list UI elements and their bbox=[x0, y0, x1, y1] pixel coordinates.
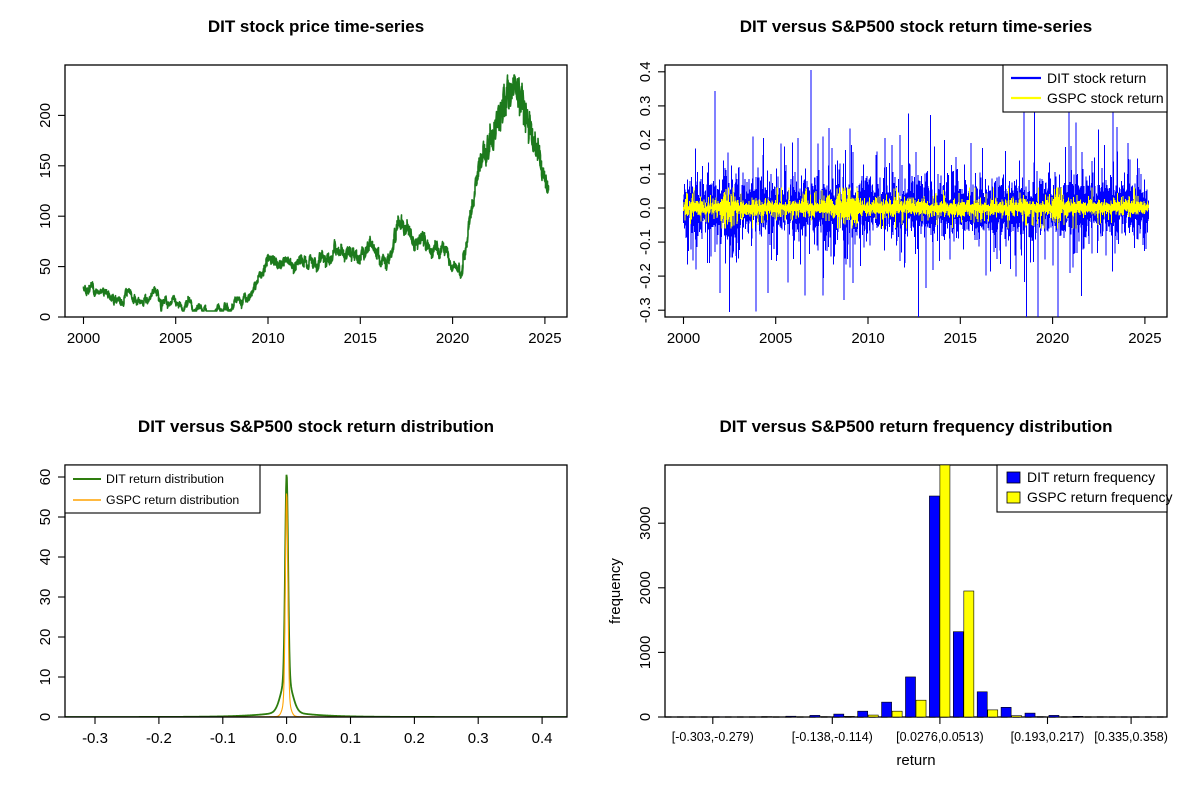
svg-text:2010: 2010 bbox=[251, 330, 284, 347]
svg-text:2000: 2000 bbox=[637, 571, 654, 604]
svg-text:30: 30 bbox=[37, 589, 54, 606]
svg-text:0.1: 0.1 bbox=[637, 164, 654, 185]
svg-text:[0.193,0.217): [0.193,0.217) bbox=[1011, 730, 1085, 744]
svg-text:3000: 3000 bbox=[637, 507, 654, 540]
svg-text:2025: 2025 bbox=[1128, 330, 1161, 347]
svg-text:0.2: 0.2 bbox=[404, 730, 425, 747]
svg-text:50: 50 bbox=[37, 258, 54, 275]
svg-text:40: 40 bbox=[37, 549, 54, 566]
svg-text:-0.3: -0.3 bbox=[82, 730, 108, 747]
svg-text:DIT return frequency: DIT return frequency bbox=[1027, 469, 1155, 485]
svg-text:0: 0 bbox=[37, 713, 54, 721]
svg-text:0.3: 0.3 bbox=[637, 95, 654, 116]
svg-text:[-0.303,-0.279): [-0.303,-0.279) bbox=[672, 730, 754, 744]
svg-text:2000: 2000 bbox=[67, 330, 100, 347]
svg-text:GSPC return distribution: GSPC return distribution bbox=[106, 493, 239, 507]
svg-text:0.2: 0.2 bbox=[637, 129, 654, 150]
svg-text:0.0: 0.0 bbox=[276, 730, 297, 747]
svg-text:return: return bbox=[896, 752, 935, 769]
svg-text:20: 20 bbox=[37, 629, 54, 646]
svg-text:[-0.138,-0.114): [-0.138,-0.114) bbox=[792, 730, 873, 744]
svg-text:100: 100 bbox=[37, 204, 54, 229]
svg-text:2025: 2025 bbox=[528, 330, 561, 347]
svg-text:[0.0276,0.0513): [0.0276,0.0513) bbox=[896, 730, 984, 744]
svg-text:[0.335,0.358): [0.335,0.358) bbox=[1094, 730, 1168, 744]
svg-text:200: 200 bbox=[37, 103, 54, 128]
svg-text:2015: 2015 bbox=[344, 330, 377, 347]
svg-text:-0.2: -0.2 bbox=[146, 730, 172, 747]
svg-text:1000: 1000 bbox=[637, 636, 654, 669]
svg-text:2005: 2005 bbox=[759, 330, 792, 347]
svg-text:0.0: 0.0 bbox=[637, 198, 654, 219]
svg-text:0.3: 0.3 bbox=[468, 730, 489, 747]
svg-text:-0.1: -0.1 bbox=[637, 229, 654, 255]
svg-text:-0.3: -0.3 bbox=[637, 297, 654, 323]
svg-text:DIT versus S&P500 stock return: DIT versus S&P500 stock return distribut… bbox=[138, 417, 494, 436]
svg-text:2005: 2005 bbox=[159, 330, 192, 347]
svg-text:-0.2: -0.2 bbox=[637, 263, 654, 289]
svg-text:DIT return distribution: DIT return distribution bbox=[106, 472, 224, 486]
svg-text:2020: 2020 bbox=[1036, 330, 1069, 347]
svg-text:DIT stock return: DIT stock return bbox=[1047, 70, 1146, 86]
svg-text:GSPC return frequency: GSPC return frequency bbox=[1027, 489, 1173, 505]
svg-text:2020: 2020 bbox=[436, 330, 469, 347]
svg-text:0: 0 bbox=[37, 313, 54, 321]
svg-text:0: 0 bbox=[637, 713, 654, 721]
svg-text:frequency: frequency bbox=[607, 558, 624, 624]
svg-text:0.1: 0.1 bbox=[340, 730, 361, 747]
svg-text:0.4: 0.4 bbox=[637, 61, 654, 82]
svg-text:-0.1: -0.1 bbox=[210, 730, 236, 747]
svg-text:150: 150 bbox=[37, 153, 54, 178]
svg-text:2015: 2015 bbox=[944, 330, 977, 347]
svg-text:DIT versus S&P500 return frequ: DIT versus S&P500 return frequency distr… bbox=[720, 417, 1113, 436]
svg-text:60: 60 bbox=[37, 469, 54, 486]
svg-text:2000: 2000 bbox=[667, 330, 700, 347]
svg-text:10: 10 bbox=[37, 669, 54, 686]
svg-text:DIT versus S&P500 stock return: DIT versus S&P500 stock return time-seri… bbox=[740, 17, 1092, 36]
svg-text:DIT stock price time-series: DIT stock price time-series bbox=[208, 17, 424, 36]
svg-text:2010: 2010 bbox=[851, 330, 884, 347]
svg-text:0.4: 0.4 bbox=[532, 730, 553, 747]
svg-text:50: 50 bbox=[37, 509, 54, 526]
svg-text:GSPC stock return: GSPC stock return bbox=[1047, 90, 1164, 106]
